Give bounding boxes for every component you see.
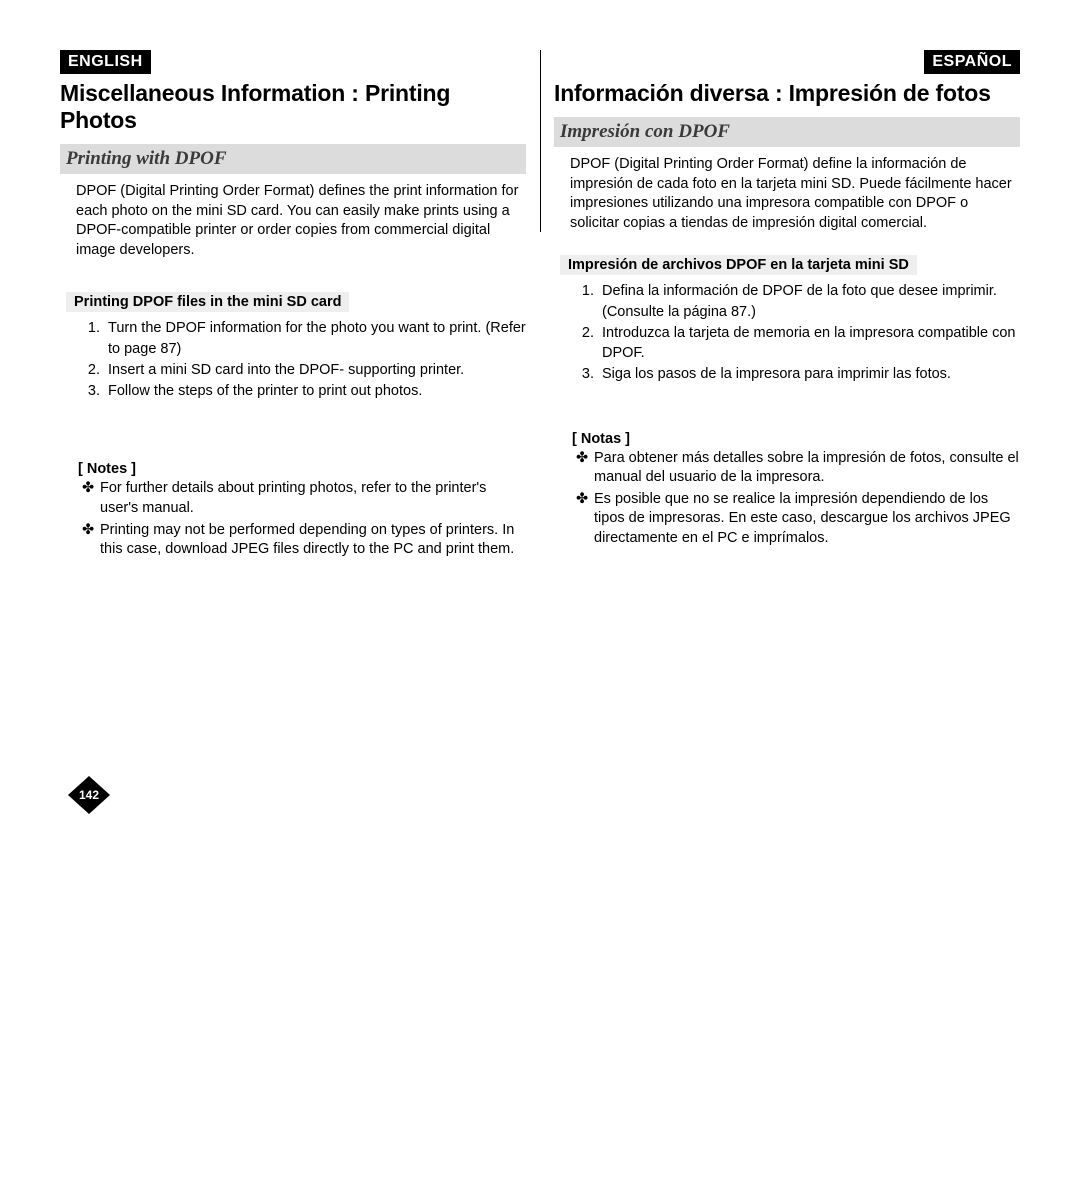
notes-label: [ Notes ] bbox=[78, 461, 526, 477]
section-heading: Impresión con DPOF bbox=[554, 117, 1020, 147]
manual-page: ENGLISH Miscellaneous Information : Prin… bbox=[0, 0, 1080, 562]
step-item: Introduzca la tarjeta de memoria en la i… bbox=[598, 323, 1020, 364]
note-item: Para obtener más detalles sobre la impre… bbox=[576, 449, 1020, 488]
step-item: Defina la información de DPOF de la foto… bbox=[598, 281, 1020, 322]
page-number-text: 142 bbox=[68, 788, 110, 802]
step-item: Insert a mini SD card into the DPOF- sup… bbox=[104, 360, 526, 380]
note-item: Printing may not be performed depending … bbox=[82, 521, 526, 560]
note-item: Es posible que no se realice la impresió… bbox=[576, 490, 1020, 549]
column-divider bbox=[540, 50, 541, 232]
page-number-badge: 142 bbox=[68, 776, 110, 814]
subhead-wrap: Impresión de archivos DPOF en la tarjeta… bbox=[554, 255, 1020, 281]
sub-heading: Impresión de archivos DPOF en la tarjeta… bbox=[560, 255, 917, 275]
lang-badge-wrap: ENGLISH bbox=[60, 50, 526, 80]
left-column: ENGLISH Miscellaneous Information : Prin… bbox=[60, 50, 540, 562]
lang-badge-wrap: ESPAÑOL bbox=[554, 50, 1020, 80]
step-item: Siga los pasos de la impresora para impr… bbox=[598, 364, 1020, 384]
chapter-title: Miscellaneous Information : Printing Pho… bbox=[60, 80, 526, 134]
step-item: Follow the steps of the printer to print… bbox=[104, 381, 526, 401]
step-item: Turn the DPOF information for the photo … bbox=[104, 318, 526, 359]
lang-badge-spanish: ESPAÑOL bbox=[924, 50, 1020, 74]
intro-text: DPOF (Digital Printing Order Format) def… bbox=[554, 155, 1020, 233]
section-heading: Printing with DPOF bbox=[60, 144, 526, 174]
steps-list: Turn the DPOF information for the photo … bbox=[60, 318, 526, 401]
note-item: For further details about printing photo… bbox=[82, 479, 526, 518]
sub-heading: Printing DPOF files in the mini SD card bbox=[66, 292, 349, 312]
steps-list: Defina la información de DPOF de la foto… bbox=[554, 281, 1020, 384]
notes-list: For further details about printing photo… bbox=[60, 479, 526, 559]
chapter-title: Información diversa : Impresión de fotos bbox=[554, 80, 1020, 107]
right-column: ESPAÑOL Información diversa : Impresión … bbox=[540, 50, 1020, 562]
lang-badge-english: ENGLISH bbox=[60, 50, 151, 74]
subhead-wrap: Printing DPOF files in the mini SD card bbox=[60, 292, 526, 318]
intro-text: DPOF (Digital Printing Order Format) def… bbox=[60, 182, 526, 260]
notes-label: [ Notas ] bbox=[572, 431, 1020, 447]
notes-list: Para obtener más detalles sobre la impre… bbox=[554, 449, 1020, 549]
